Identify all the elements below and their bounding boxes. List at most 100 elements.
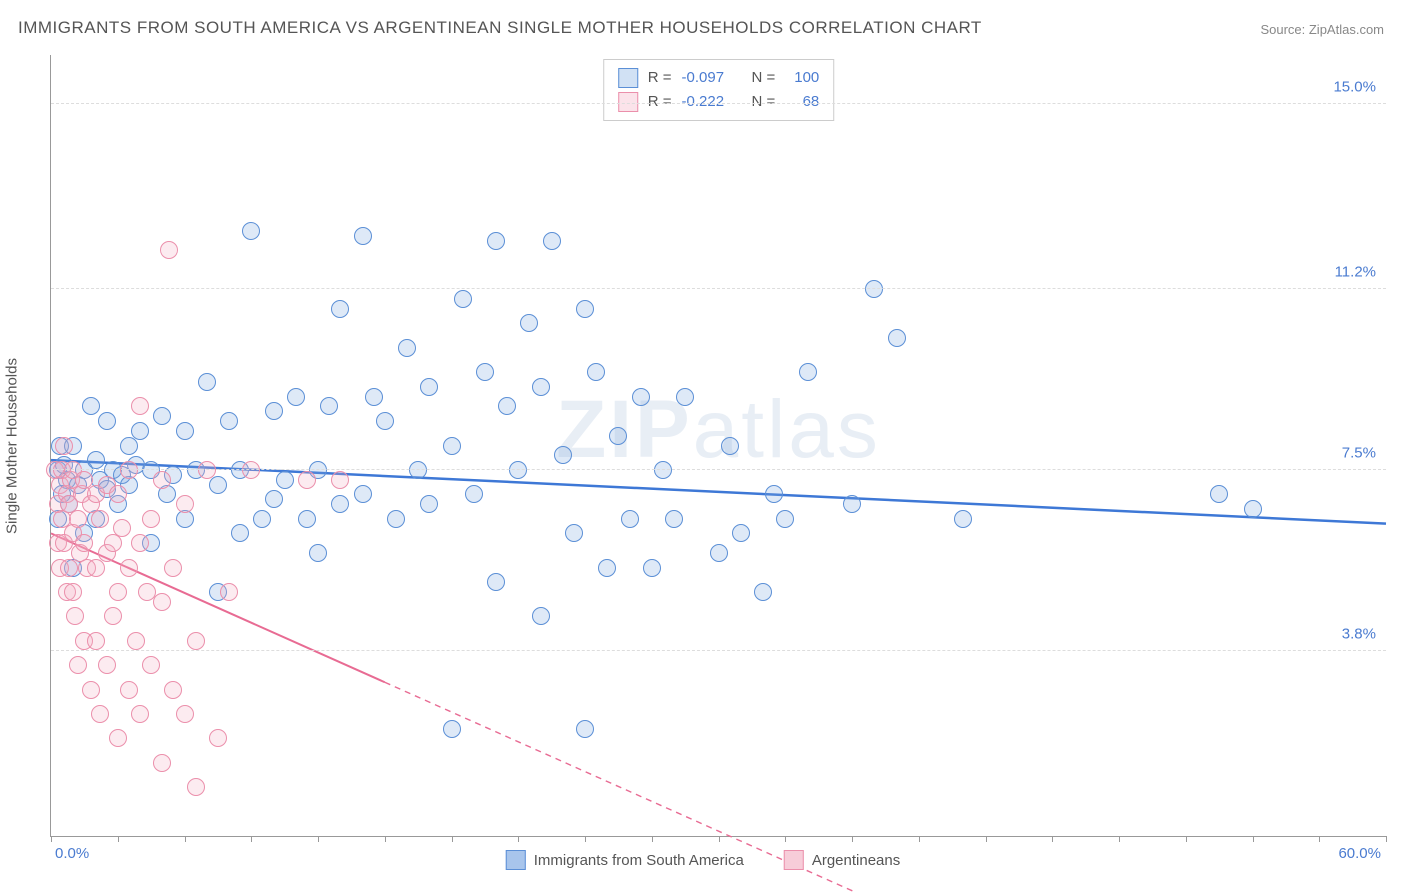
x-tick — [1052, 836, 1053, 842]
scatter-point — [176, 422, 194, 440]
scatter-point — [82, 681, 100, 699]
x-tick — [919, 836, 920, 842]
scatter-point — [587, 363, 605, 381]
scatter-point — [554, 446, 572, 464]
scatter-point — [576, 720, 594, 738]
scatter-point — [398, 339, 416, 357]
scatter-point — [209, 476, 227, 494]
y-tick-label: 3.8% — [1342, 625, 1376, 642]
scatter-point — [91, 705, 109, 723]
scatter-point — [109, 583, 127, 601]
legend-swatch — [784, 850, 804, 870]
scatter-point — [265, 490, 283, 508]
scatter-point — [276, 471, 294, 489]
grid-line — [51, 469, 1386, 470]
scatter-point — [187, 632, 205, 650]
scatter-point — [799, 363, 817, 381]
scatter-point — [331, 495, 349, 513]
scatter-point — [127, 632, 145, 650]
y-tick-label: 15.0% — [1333, 78, 1376, 95]
x-tick — [719, 836, 720, 842]
scatter-point — [55, 437, 73, 455]
x-tick — [986, 836, 987, 842]
x-axis-max-label: 60.0% — [1338, 845, 1381, 862]
scatter-point — [632, 388, 650, 406]
scatter-point — [331, 300, 349, 318]
scatter-point — [487, 232, 505, 250]
scatter-point — [131, 534, 149, 552]
scatter-point — [287, 388, 305, 406]
scatter-point — [376, 412, 394, 430]
scatter-point — [220, 583, 238, 601]
scatter-point — [98, 412, 116, 430]
scatter-point — [676, 388, 694, 406]
scatter-point — [153, 471, 171, 489]
scatter-point — [153, 593, 171, 611]
x-tick — [118, 836, 119, 842]
scatter-point — [465, 485, 483, 503]
scatter-point — [198, 461, 216, 479]
scatter-point — [843, 495, 861, 513]
x-tick — [1319, 836, 1320, 842]
scatter-point — [69, 510, 87, 528]
scatter-point — [354, 485, 372, 503]
scatter-point — [354, 227, 372, 245]
scatter-point — [498, 397, 516, 415]
scatter-point — [120, 559, 138, 577]
grid-line — [51, 103, 1386, 104]
scatter-point — [665, 510, 683, 528]
x-tick — [1186, 836, 1187, 842]
x-tick — [318, 836, 319, 842]
chart-title: IMMIGRANTS FROM SOUTH AMERICA VS ARGENTI… — [18, 18, 982, 38]
scatter-point — [109, 485, 127, 503]
scatter-point — [120, 681, 138, 699]
scatter-point — [242, 461, 260, 479]
scatter-point — [888, 329, 906, 347]
scatter-point — [609, 427, 627, 445]
scatter-point — [164, 681, 182, 699]
scatter-point — [231, 524, 249, 542]
x-axis-origin-label: 0.0% — [55, 845, 89, 862]
grid-line — [51, 650, 1386, 651]
scatter-point — [64, 583, 82, 601]
scatter-point — [131, 397, 149, 415]
y-axis-label: Single Mother Households — [4, 358, 21, 534]
scatter-point — [476, 363, 494, 381]
grid-line — [51, 288, 1386, 289]
scatter-point — [87, 559, 105, 577]
scatter-point — [532, 378, 550, 396]
scatter-point — [1210, 485, 1228, 503]
scatter-point — [209, 729, 227, 747]
scatter-point — [91, 510, 109, 528]
scatter-point — [387, 510, 405, 528]
scatter-point — [142, 510, 160, 528]
series-legend: Immigrants from South America Argentinean… — [506, 850, 900, 870]
scatter-point — [443, 437, 461, 455]
scatter-point — [75, 534, 93, 552]
x-tick — [185, 836, 186, 842]
scatter-point — [164, 559, 182, 577]
scatter-point — [576, 300, 594, 318]
legend-item: Immigrants from South America — [506, 850, 744, 870]
x-tick — [852, 836, 853, 842]
scatter-point — [865, 280, 883, 298]
scatter-point — [487, 573, 505, 591]
scatter-point — [654, 461, 672, 479]
scatter-point — [87, 451, 105, 469]
chart-plot-area: ZIPatlas R = -0.097 N = 100 R = -0.222 N… — [50, 55, 1386, 837]
x-tick — [452, 836, 453, 842]
scatter-points-layer — [51, 55, 1386, 836]
scatter-point — [176, 705, 194, 723]
swatch-series-a — [618, 68, 638, 88]
scatter-point — [187, 778, 205, 796]
scatter-point — [220, 412, 238, 430]
x-tick — [385, 836, 386, 842]
legend-label: Argentineans — [812, 852, 900, 869]
scatter-point — [443, 720, 461, 738]
scatter-point — [66, 607, 84, 625]
scatter-point — [87, 632, 105, 650]
scatter-point — [98, 656, 116, 674]
scatter-point — [454, 290, 472, 308]
correlation-legend-box: R = -0.097 N = 100 R = -0.222 N = 68 — [603, 59, 835, 121]
scatter-point — [69, 656, 87, 674]
